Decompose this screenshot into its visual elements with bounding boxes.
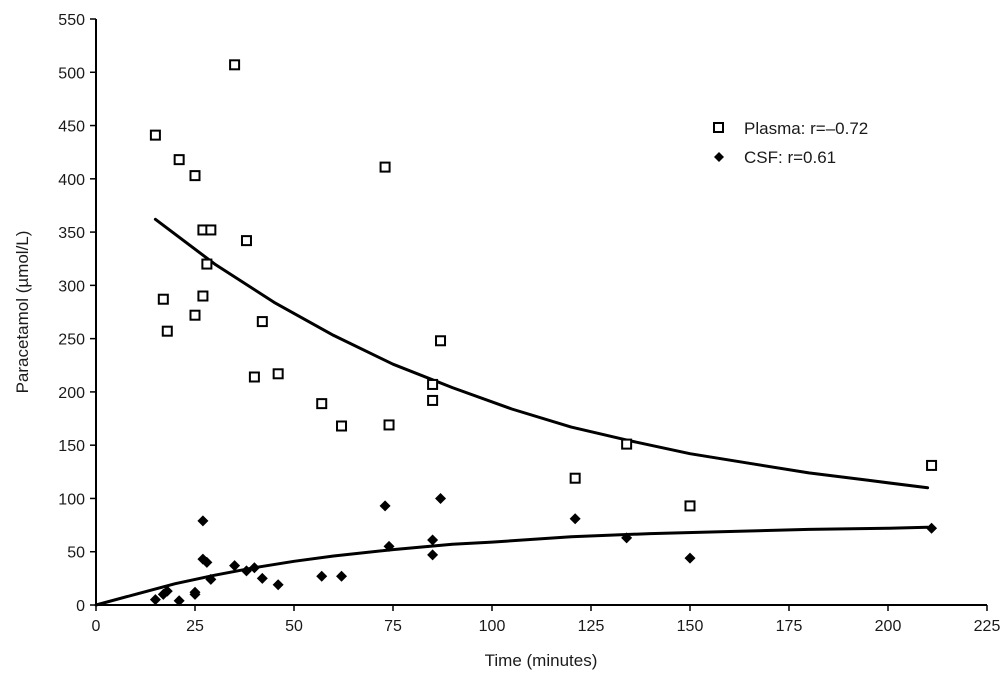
- plasma-data-point: [240, 235, 252, 247]
- y-tick-label: 500: [58, 65, 85, 82]
- x-tick-label: 150: [677, 618, 704, 635]
- plot-area: 0 50 100 150 200 250 300 350 400 450 500 550 0 25 50 7…: [58, 12, 1000, 635]
- csf-data-point: [149, 594, 161, 606]
- legend: Plasma: r=–0.72 CSF: r=0.61: [713, 119, 868, 167]
- csf-data-point: [189, 586, 201, 598]
- csf-data-point: [684, 552, 696, 564]
- x-tick-label: 50: [285, 618, 303, 635]
- plasma-data-point: [197, 290, 209, 302]
- legend-plasma-label: Plasma: r=–0.72: [744, 119, 868, 138]
- plasma-data-point: [272, 368, 284, 380]
- plasma-data-point: [205, 224, 217, 236]
- y-tick-label: 100: [58, 491, 85, 508]
- y-tick-label: 0: [76, 598, 85, 615]
- y-tick-label: 450: [58, 119, 85, 136]
- y-tick-label: 250: [58, 332, 85, 349]
- csf-data-point: [173, 595, 185, 607]
- plasma-data-point: [149, 129, 161, 141]
- plasma-data-point: [157, 293, 169, 305]
- plasma-data-point: [336, 420, 348, 432]
- x-tick-label: 75: [384, 618, 402, 635]
- plasma-data-point: [316, 398, 328, 410]
- legend-csf-label: CSF: r=0.61: [744, 148, 836, 167]
- x-tick-label: 225: [974, 618, 1001, 635]
- csf-data-point: [427, 549, 439, 561]
- x-tick-label: 200: [875, 618, 902, 635]
- plasma-data-point: [173, 154, 185, 166]
- x-axis-title: Time (minutes): [485, 651, 598, 670]
- plasma-data-point: [621, 438, 633, 450]
- csf-data-point: [621, 532, 633, 544]
- plasma-data-point: [248, 371, 260, 383]
- plasma-data-point: [427, 378, 439, 390]
- csf-data-point: [201, 556, 213, 568]
- x-tick-label: 0: [92, 618, 101, 635]
- data-markers: [149, 59, 938, 607]
- y-axis-title: Paracetamol (µmol/L): [13, 231, 32, 394]
- csf-data-point: [272, 579, 284, 591]
- y-tick-label: 550: [58, 12, 85, 29]
- plasma-data-point: [189, 309, 201, 321]
- csf-data-point: [379, 500, 391, 512]
- x-tick-label: 100: [479, 618, 506, 635]
- csf-data-point: [427, 534, 439, 546]
- x-tick-label: 125: [578, 618, 605, 635]
- csf-data-point: [569, 513, 581, 525]
- plasma-data-point: [684, 500, 696, 512]
- csf-data-point: [435, 492, 447, 504]
- csf-data-point: [248, 562, 260, 574]
- y-ticks: 0 50 100 150 200 250 300 350 400 450 500 550: [58, 12, 96, 615]
- csf-data-point: [336, 570, 348, 582]
- y-tick-label: 350: [58, 225, 85, 242]
- plasma-data-point: [427, 394, 439, 406]
- fit-lines: [94, 217, 930, 607]
- csf-data-point: [161, 585, 173, 597]
- plasma-data-point: [161, 325, 173, 337]
- csf-data-point: [383, 540, 395, 552]
- plasma-fit-curve: [153, 217, 930, 490]
- legend-csf-marker: [714, 152, 724, 162]
- x-tick-label: 25: [186, 618, 204, 635]
- plasma-data-point: [201, 258, 213, 270]
- plasma-data-point: [256, 316, 268, 328]
- csf-fit-curve: [94, 525, 930, 607]
- csf-data-point: [256, 572, 268, 584]
- csf-data-point: [926, 522, 938, 534]
- csf-data-point: [240, 565, 252, 577]
- csf-data-point: [229, 560, 241, 572]
- x-tick-label: 175: [776, 618, 803, 635]
- plasma-data-point: [926, 459, 938, 471]
- plasma-data-point: [379, 161, 391, 173]
- y-tick-label: 200: [58, 385, 85, 402]
- plasma-data-point: [569, 472, 581, 484]
- plasma-data-point: [435, 335, 447, 347]
- plasma-data-point: [189, 170, 201, 182]
- x-ticks: 0 25 50 75 100 125 150 175 200 225: [92, 605, 1001, 635]
- csf-data-point: [197, 515, 209, 527]
- legend-plasma-marker: [713, 122, 724, 133]
- csf-data-point: [205, 573, 217, 585]
- y-tick-label: 300: [58, 278, 85, 295]
- plasma-data-point: [229, 59, 241, 71]
- csf-data-point: [316, 570, 328, 582]
- plasma-data-point: [383, 419, 395, 431]
- y-tick-label: 400: [58, 172, 85, 189]
- y-tick-label: 50: [67, 545, 85, 562]
- y-tick-label: 150: [58, 438, 85, 455]
